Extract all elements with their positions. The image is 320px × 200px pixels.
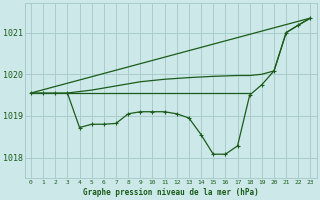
- X-axis label: Graphe pression niveau de la mer (hPa): Graphe pression niveau de la mer (hPa): [83, 188, 259, 197]
